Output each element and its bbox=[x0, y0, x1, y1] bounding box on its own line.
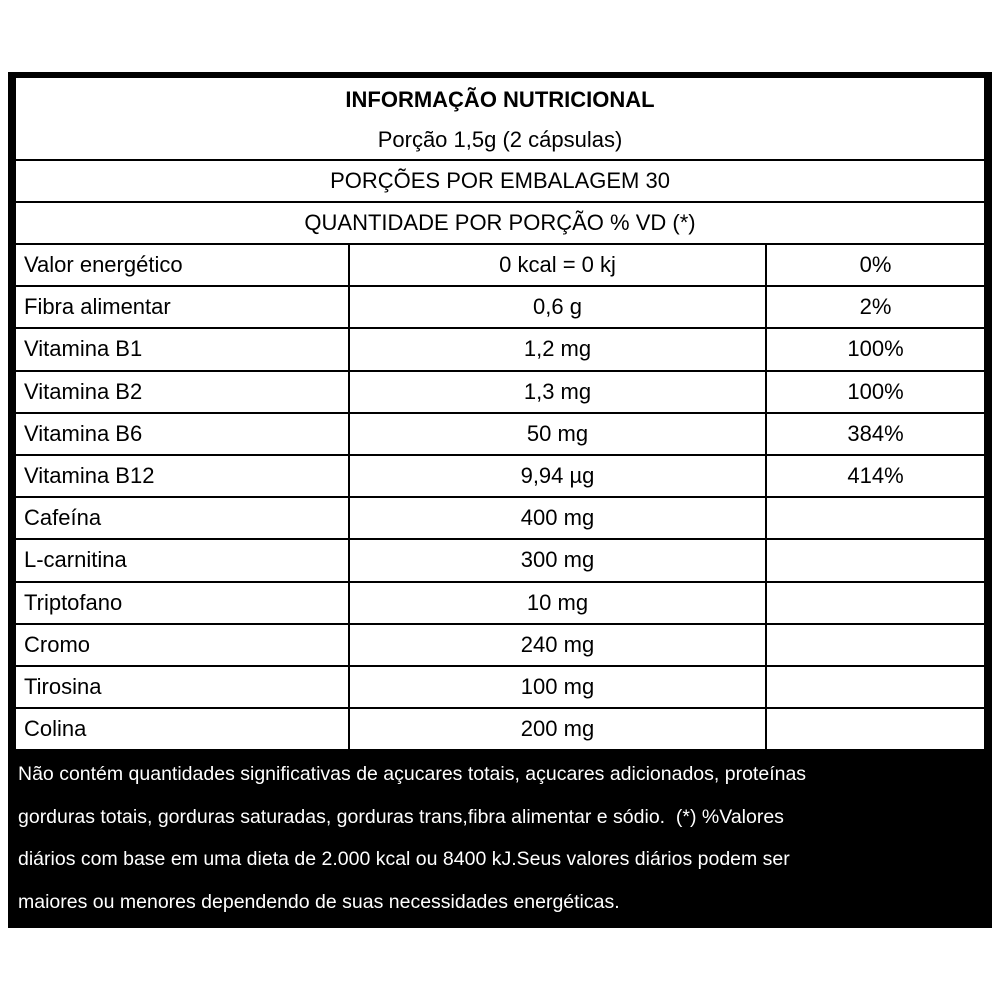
header-text: PORÇÕES POR EMBALAGEM 30 bbox=[16, 161, 984, 201]
amount: 0,6 g bbox=[350, 287, 765, 328]
amount: 50 mg bbox=[350, 413, 765, 454]
amount: 10 mg bbox=[350, 582, 765, 623]
nutrient-name: Vitamina B2 bbox=[16, 371, 348, 412]
daily-value: 100% bbox=[767, 329, 984, 370]
daily-value: 100% bbox=[767, 371, 984, 412]
nutrient-name: Colina bbox=[16, 709, 348, 750]
daily-value: 2% bbox=[767, 287, 984, 328]
daily-value: 414% bbox=[767, 456, 984, 497]
header-text: QUANTIDADE POR PORÇÃO % VD (*) bbox=[16, 203, 984, 243]
amount: 200 mg bbox=[350, 709, 765, 750]
header-text: INFORMAÇÃO NUTRICIONAL bbox=[345, 87, 655, 112]
nutrient-name: Triptofano bbox=[16, 582, 348, 623]
amount: 240 mg bbox=[350, 624, 765, 665]
nutrient-name: Fibra alimentar bbox=[16, 287, 348, 328]
footnote-line: diários com base em uma dieta de 2.000 k… bbox=[18, 848, 790, 870]
nutrient-name: L-carnitina bbox=[16, 540, 348, 581]
amount: 300 mg bbox=[350, 540, 765, 581]
daily-value bbox=[767, 582, 984, 623]
nutrient-name: Vitamina B1 bbox=[16, 329, 348, 370]
footnote-line: Não contém quantidades significativas de… bbox=[18, 763, 807, 785]
daily-value bbox=[767, 540, 984, 581]
amount: 400 mg bbox=[350, 498, 765, 539]
amount: 100 mg bbox=[350, 667, 765, 708]
header-text: Porção 1,5g (2 cápsulas) bbox=[377, 127, 623, 152]
nutrient-name: Vitamina B12 bbox=[16, 456, 348, 497]
daily-value bbox=[767, 709, 984, 750]
amount: 9,94 µg bbox=[350, 456, 765, 497]
nutrient-name: Cafeína bbox=[16, 498, 348, 539]
amount: 0 kcal = 0 kj bbox=[350, 245, 765, 286]
daily-value bbox=[767, 498, 984, 539]
daily-value: 0% bbox=[767, 245, 984, 286]
nutrient-name: Valor energético bbox=[16, 245, 348, 286]
footnote-line: maiores ou menores dependendo de suas ne… bbox=[18, 890, 620, 913]
footnote-line: gorduras totais, gorduras saturadas, gor… bbox=[18, 805, 784, 828]
nutrient-name: Cromo bbox=[16, 624, 348, 665]
header-bg bbox=[16, 78, 984, 159]
nutrient-name: Vitamina B6 bbox=[16, 413, 348, 454]
amount: 1,2 mg bbox=[350, 329, 765, 370]
daily-value bbox=[767, 667, 984, 708]
amount: 1,3 mg bbox=[350, 371, 765, 412]
nutrient-name: Tirosina bbox=[16, 667, 348, 708]
nutrition-table: INFORMAÇÃO NUTRICIONAL Porção 1,5g (2 cáp… bbox=[8, 72, 992, 928]
daily-value: 384% bbox=[767, 413, 984, 454]
daily-value bbox=[767, 624, 984, 665]
